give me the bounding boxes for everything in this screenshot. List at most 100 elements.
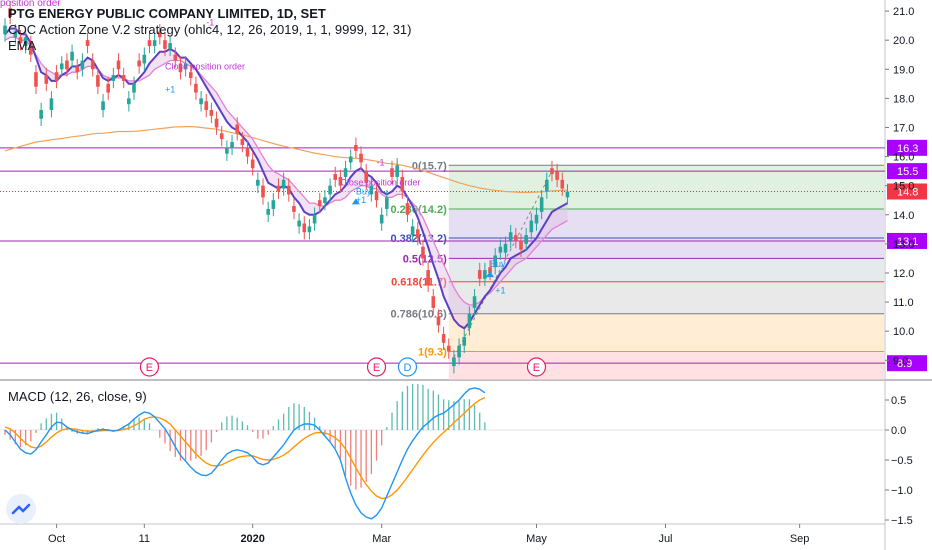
price-tick-label: 20.0 (893, 35, 914, 47)
candle-body (96, 75, 100, 87)
candlesticks (3, 0, 570, 374)
candle-body (560, 179, 565, 189)
ema-legend[interactable]: EMA (8, 38, 37, 53)
level-tag-label: 8.9 (897, 358, 912, 370)
price-tick-label: 16.0 (893, 152, 914, 164)
candle-body (183, 63, 188, 70)
price-tick-label: 11.0 (893, 297, 914, 309)
candle-body (323, 197, 327, 204)
price-tick-label: 12.0 (893, 268, 914, 280)
candle-body (54, 72, 59, 81)
macd-tick-label: 0.5 (891, 395, 906, 407)
candle-body (75, 66, 80, 73)
candle-body (3, 25, 7, 35)
candle-body (250, 159, 255, 169)
candle-body (152, 40, 157, 46)
candle-body (426, 270, 430, 285)
fib-zone (448, 165, 884, 209)
price-tick-label: 9.0 (893, 355, 908, 367)
candle-body (29, 43, 33, 55)
candle-body (467, 313, 472, 329)
annotation-label: +1 (356, 195, 366, 205)
candle-body (421, 246, 425, 259)
strategy-legend[interactable]: CDC Action Zone V.2 strategy (ohlc4, 12,… (8, 22, 412, 37)
price-tick-label: 14.0 (893, 210, 914, 222)
candle-body (446, 345, 451, 352)
candle-body (514, 235, 518, 241)
candle-body (276, 185, 281, 192)
last-price-tag (887, 183, 927, 200)
candle-body (90, 60, 95, 70)
candle-body (70, 51, 74, 61)
candle-body (410, 226, 415, 236)
candle-body (354, 144, 358, 151)
candle-body (534, 214, 539, 224)
buy-arrow-icon (351, 198, 360, 205)
candle-body (235, 124, 239, 134)
candle-body (524, 235, 528, 244)
candle-body (271, 200, 276, 209)
position-order-label: position order (0, 0, 61, 9)
candle-body (101, 101, 105, 111)
candle-body (147, 40, 152, 46)
candle-body (374, 191, 379, 201)
candle-body (477, 270, 482, 279)
candle-body (80, 60, 85, 70)
fib-level-label: 1(9.3) (418, 347, 447, 359)
candle-body (240, 139, 245, 145)
annotation-label: -1 (206, 18, 214, 28)
fib-level-label: 0.382(13.2) (390, 233, 447, 245)
candle-body (539, 197, 544, 212)
annotation-label: Close position order (340, 178, 420, 188)
level-tag-label: 16.3 (897, 143, 918, 155)
candle-body (199, 98, 203, 105)
candle-body (405, 203, 410, 215)
event-marker-label: E (146, 362, 153, 374)
symbol-title[interactable]: PTG ENERGY PUBLIC COMPANY LIMITED, 1D, S… (8, 6, 326, 21)
candle-body (519, 240, 523, 250)
candle-body (312, 214, 317, 224)
event-marker-label: D (404, 362, 412, 374)
fib-zone (448, 313, 884, 352)
macd-signal-line (4, 396, 486, 500)
price-tick-label: 19.0 (893, 64, 914, 76)
fib-zone (448, 281, 884, 314)
candle-body (457, 345, 461, 358)
event-marker-label: E (373, 362, 380, 374)
candle-body (34, 72, 38, 87)
ema-long-line (4, 125, 568, 193)
candle-body (359, 153, 363, 163)
candle-body (333, 174, 338, 180)
candle-body (13, 31, 18, 38)
price-tick-label: 15.0 (893, 181, 914, 193)
candle-body (395, 165, 399, 177)
candle-body (106, 83, 110, 93)
fib-zone (448, 208, 884, 239)
fibonacci-retracement[interactable]: 0(15.7)0.236(14.2)0.382(13.2)0.5(12.5)0.… (390, 160, 884, 380)
candle-body (498, 246, 503, 253)
candle-body (245, 147, 250, 157)
tradingview-logo-icon[interactable] (6, 494, 36, 524)
candle-body (132, 83, 136, 93)
candle-body (545, 179, 549, 192)
candle-body (343, 168, 348, 177)
level-tag (887, 232, 927, 249)
event-marker-icon (139, 357, 160, 377)
fib-zone (448, 351, 884, 380)
event-marker-icon (366, 357, 387, 377)
macd-panel (0, 383, 885, 520)
macd-legend[interactable]: MACD (12, 26, close, 9) (8, 389, 147, 404)
candle-body (297, 220, 301, 227)
candle-body (400, 176, 405, 192)
candle-body (8, 8, 12, 17)
annotation-label: Buy (356, 186, 372, 196)
event-marker-icon (526, 357, 547, 377)
candle-body (565, 191, 570, 198)
candle-body (225, 147, 229, 154)
candle-body (23, 37, 28, 46)
candle-body (348, 156, 353, 163)
candle-body (65, 60, 69, 70)
candle-body (173, 54, 178, 61)
